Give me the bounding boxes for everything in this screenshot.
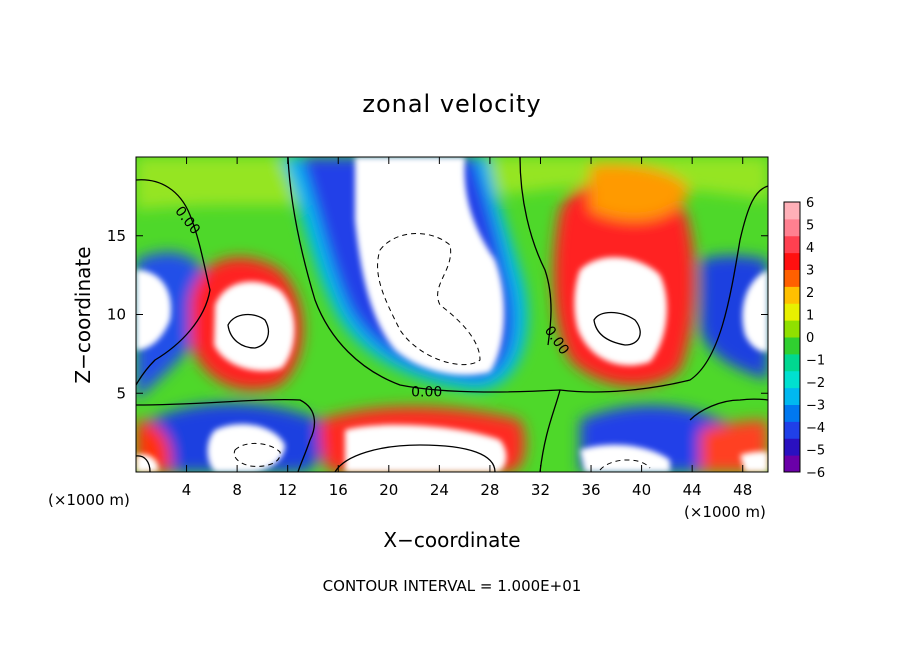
x-tick-label: 4 <box>182 481 192 499</box>
colorbar-swatch <box>784 370 800 389</box>
colorbar-swatch <box>784 387 800 405</box>
x-axis: 4 8 12 16 20 24 28 32 36 40 44 48 <box>182 157 752 499</box>
x-tick-label: 20 <box>379 481 398 499</box>
x-tick-label: 24 <box>430 481 449 499</box>
x-tick-label: 32 <box>531 481 550 499</box>
colorbar-swatch <box>784 438 800 456</box>
x-tick-label: 44 <box>683 481 702 499</box>
y-tick-label: 15 <box>107 227 126 245</box>
colorbar-swatch <box>784 252 800 270</box>
colorbar-tick-label: −5 <box>806 444 825 459</box>
colorbar-tick-label: −2 <box>806 376 825 391</box>
colorbar-tick-label: 6 <box>806 196 814 211</box>
colorbar-tick-label: 0 <box>806 331 814 346</box>
colorbar-swatch <box>784 353 800 372</box>
colorbar-swatch <box>784 202 800 220</box>
colorbar-frame <box>783 201 801 473</box>
x-unit-left: (×1000 m) <box>48 491 130 509</box>
x-tick-label: 8 <box>232 481 242 499</box>
colorbar-tick-label: −1 <box>806 354 825 369</box>
contour-interval-note: CONTOUR INTERVAL = 1.000E+01 <box>323 577 582 595</box>
colorbar-swatch <box>784 320 800 338</box>
colorbar-tick-label: −6 <box>806 466 825 481</box>
colorbar-tick-label: 4 <box>806 241 814 256</box>
colorbar-swatch <box>784 303 800 321</box>
x-axis-label: X−coordinate <box>383 528 520 552</box>
x-unit-right: (×1000 m) <box>684 503 766 521</box>
colorbar: 6 5 4 3 2 1 0 −1 −2 −3 −4 −5 −6 <box>783 196 825 481</box>
x-tick-label: 12 <box>278 481 297 499</box>
x-tick-label: 48 <box>733 481 752 499</box>
heatmap-field <box>136 157 768 472</box>
y-tick-label: 10 <box>107 306 126 324</box>
x-tick-label: 16 <box>329 481 348 499</box>
colorbar-tick-label: 1 <box>806 309 814 324</box>
y-axis: 5 10 15 <box>107 227 768 402</box>
colorbar-swatch <box>784 421 800 439</box>
colorbar-tick-label: 5 <box>806 219 814 234</box>
colorbar-swatch <box>784 337 800 355</box>
x-tick-label: 40 <box>632 481 651 499</box>
contour-label: 0.00 <box>411 384 442 400</box>
y-axis-label: Z−coordinate <box>71 246 95 383</box>
colorbar-tick-label: 3 <box>806 264 814 279</box>
colorbar-tick-label: −4 <box>806 421 825 436</box>
colorbar-swatch <box>784 235 800 254</box>
chart-title: zonal velocity <box>362 90 541 118</box>
x-tick-label: 28 <box>480 481 499 499</box>
colorbar-swatch <box>784 455 800 473</box>
colorbar-swatch <box>784 218 800 237</box>
y-tick-label: 5 <box>116 384 126 402</box>
colorbar-swatch <box>784 286 800 304</box>
x-tick-label: 36 <box>581 481 600 499</box>
colorbar-swatch <box>784 404 800 422</box>
colorbar-swatch <box>784 269 800 287</box>
colorbar-tick-label: −3 <box>806 399 825 414</box>
colorbar-tick-label: 2 <box>806 286 814 301</box>
